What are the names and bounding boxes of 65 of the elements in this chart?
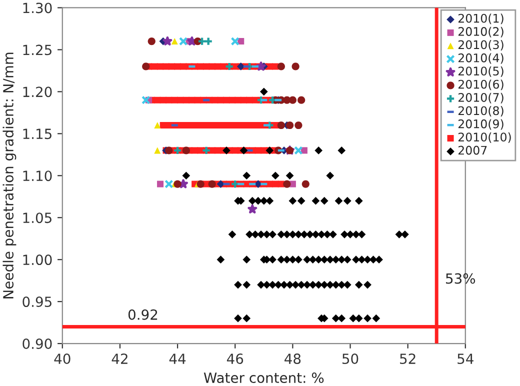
y-axis-title: Needle penetration gradient: N/mm xyxy=(2,52,16,298)
x-tick-label: 48 xyxy=(284,354,301,364)
point xyxy=(292,62,300,70)
point xyxy=(174,180,182,188)
legend-label: 2010(3) xyxy=(458,40,504,51)
point xyxy=(277,121,285,130)
y-tick-label: 1.05 xyxy=(23,212,52,224)
point xyxy=(288,96,296,104)
legend-label: 2010(10) xyxy=(458,132,511,143)
point xyxy=(187,36,197,46)
point xyxy=(286,121,294,130)
point xyxy=(230,36,240,46)
point xyxy=(248,204,258,214)
point xyxy=(294,121,302,130)
point xyxy=(178,36,188,46)
legend-label: 2007 xyxy=(458,146,487,155)
point xyxy=(283,180,291,188)
point xyxy=(142,62,150,70)
point xyxy=(204,36,213,46)
point xyxy=(164,180,174,188)
point xyxy=(154,147,161,154)
y-tick-label: 1.25 xyxy=(23,44,52,56)
ref-line-label: 53% xyxy=(446,273,476,284)
point xyxy=(182,146,190,154)
y-tick-label: 1.10 xyxy=(23,170,52,182)
point xyxy=(154,122,161,129)
x-axis-title: Water content: % xyxy=(204,372,324,384)
legend-label: 2010(5) xyxy=(458,66,504,77)
y-tick-label: 0.95 xyxy=(22,296,52,308)
point xyxy=(277,62,285,70)
point xyxy=(165,146,173,154)
point xyxy=(171,38,178,45)
y-tick-label: 1.30 xyxy=(23,2,52,14)
x-tick-label: 52 xyxy=(400,354,416,364)
point xyxy=(197,36,207,46)
point xyxy=(256,62,266,71)
point xyxy=(216,180,225,188)
point xyxy=(294,146,303,155)
y-tick-label: 1.15 xyxy=(23,128,52,140)
ref-line-label: 0.92 xyxy=(128,309,158,320)
x-tick-label: 46 xyxy=(226,354,244,364)
y-tick-label: 1.00 xyxy=(23,254,52,266)
legend-label: 2010(9) xyxy=(458,119,504,130)
x-tick-label: 42 xyxy=(112,354,128,364)
legend-label: 2010(7) xyxy=(458,92,504,104)
point xyxy=(162,36,172,46)
point xyxy=(178,179,188,188)
y-tick-label: 1.20 xyxy=(23,86,52,98)
x-tick-label: 54 xyxy=(458,354,474,364)
point xyxy=(302,180,310,188)
point xyxy=(298,96,306,104)
x-tick-label: 50 xyxy=(342,354,358,364)
legend-label: 2010(4) xyxy=(458,53,504,64)
point xyxy=(148,38,156,46)
point xyxy=(157,180,164,188)
x-tick-label: 40 xyxy=(54,354,70,364)
legend-label: 2010(2) xyxy=(458,26,504,38)
y-tick-label: 0.90 xyxy=(22,338,52,350)
point xyxy=(300,147,308,154)
legend-label: 2010(8) xyxy=(458,106,504,117)
x-tick-label: 44 xyxy=(169,354,186,364)
legend-label: 2010(1) xyxy=(458,14,504,24)
point xyxy=(238,38,244,45)
point xyxy=(142,96,150,104)
legend-label: 2010(6) xyxy=(458,80,504,90)
